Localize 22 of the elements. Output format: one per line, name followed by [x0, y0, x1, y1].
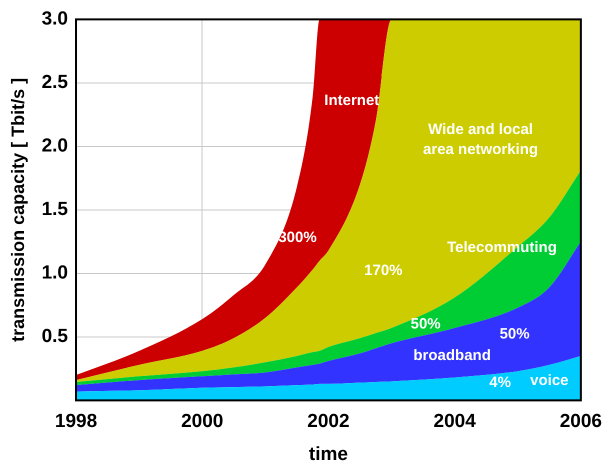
- y-tick-label: 0.5: [42, 326, 68, 348]
- y-tick-label: 2.0: [42, 136, 68, 157]
- annotation: 300%: [278, 228, 317, 246]
- annotation: 170%: [364, 262, 403, 279]
- series-label: Wide and local area networking: [423, 121, 538, 158]
- x-axis-title: time: [308, 444, 348, 465]
- y-tick-label: 1.5: [42, 199, 68, 220]
- y-tick-label: 3.0: [42, 8, 68, 30]
- x-tick-label: 2000: [181, 411, 224, 432]
- x-tick-label: 2006: [560, 411, 602, 432]
- annotation: 4%: [489, 374, 511, 391]
- y-tick-label: 2.5: [42, 72, 68, 94]
- series-label: broadband: [413, 347, 491, 364]
- x-tick-label: 1998: [54, 411, 98, 432]
- y-axis-title: transmission capacity [ Tbit/s ]: [8, 78, 28, 342]
- annotation: 50%: [410, 315, 441, 332]
- x-tick-label: 2004: [434, 411, 476, 432]
- x-tick-label: 2002: [307, 411, 350, 432]
- series-label: voice: [530, 372, 568, 389]
- series-label: Internet: [324, 92, 380, 109]
- annotation: 50%: [500, 326, 530, 342]
- y-tick-label: 1.0: [42, 262, 68, 284]
